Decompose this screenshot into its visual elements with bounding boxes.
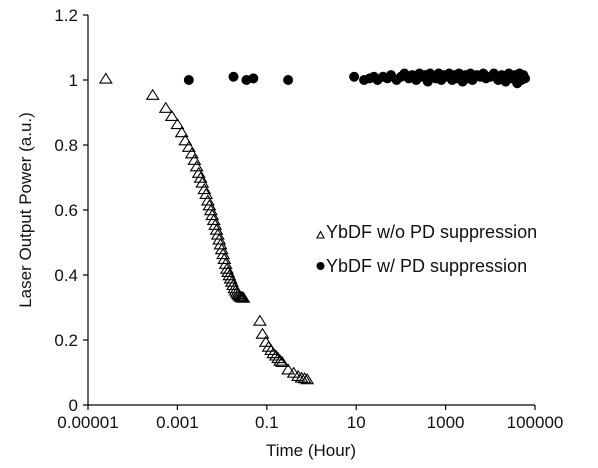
triangle-data-point	[255, 327, 270, 339]
triangle-data-point	[209, 223, 224, 235]
triangle-data-point	[218, 257, 233, 269]
legend-label-ybdf-without-pd-suppression: YbDF w/o PD suppression	[326, 222, 537, 242]
circle-data-point	[349, 71, 360, 82]
triangle-data-point	[205, 208, 220, 221]
triangle-data-point	[213, 238, 228, 250]
triangle-data-point	[164, 109, 179, 122]
triangle-data-point	[187, 153, 202, 165]
triangle-data-point	[275, 355, 290, 368]
triangle-data-point	[200, 194, 215, 206]
y-ticks: 0 0.2 0.4 0.6 0.8 1 1.2	[54, 6, 88, 415]
triangle-data-point	[212, 233, 227, 245]
triangle-data-point	[191, 166, 206, 178]
triangle-data-point	[181, 140, 196, 152]
triangle-data-point	[189, 160, 204, 172]
triangle-data-point	[210, 228, 225, 240]
x-tick-label: 100000	[507, 413, 564, 432]
triangle-data-point	[252, 314, 267, 326]
triangle-data-point	[174, 126, 189, 138]
x-axis-title: Time (Hour)	[266, 441, 356, 460]
triangle-data-point	[297, 372, 312, 384]
triangle-data-point	[214, 243, 229, 255]
y-tick-label: 0	[69, 396, 78, 415]
circle-data-point	[183, 75, 194, 85]
circle-data-point	[520, 73, 531, 84]
triangle-data-point	[206, 213, 221, 226]
triangle-data-point	[98, 72, 113, 84]
y-tick-label: 0.4	[54, 266, 78, 285]
x-tick-label: 0.00001	[57, 413, 118, 432]
x-tick-label: 0.1	[255, 413, 279, 432]
triangle-data-point	[273, 354, 288, 366]
triangle-data-point	[216, 247, 231, 260]
triangle-data-point	[300, 373, 315, 385]
x-tick-label: 10	[347, 413, 366, 432]
triangle-data-point	[197, 182, 212, 195]
triangle-data-point	[266, 347, 281, 359]
triangle-data-point	[170, 117, 185, 130]
triangle-data-point	[217, 252, 232, 265]
triangle-data-point	[203, 204, 218, 216]
triangle-data-point	[178, 134, 193, 146]
triangle-data-point	[236, 291, 251, 303]
triangle-data-point	[233, 290, 248, 302]
triangle-data-point	[208, 218, 223, 230]
triangle-data-point	[202, 199, 217, 211]
triangle-data-point	[193, 171, 208, 183]
legend: YbDF w/o PD suppression YbDF w/ PD suppr…	[316, 222, 537, 276]
legend-triangle-marker	[316, 230, 325, 239]
y-tick-label: 0.2	[54, 331, 78, 350]
x-tick-label: 1000	[427, 413, 465, 432]
y-tick-label: 0.8	[54, 136, 78, 155]
circle-data-point	[248, 73, 259, 84]
legend-label-ybdf-with-pd-suppression: YbDF w/ PD suppression	[326, 256, 527, 276]
y-tick-label: 0.6	[54, 201, 78, 220]
y-tick-label: 1	[69, 71, 78, 90]
x-ticks: 0.00001 0.001 0.1 10 1000 100000	[57, 405, 563, 432]
triangle-data-point	[184, 147, 199, 159]
series-ybdf-without-pd-suppression	[98, 72, 315, 385]
triangle-data-point	[145, 88, 160, 100]
triangle-data-point	[291, 369, 306, 382]
y-axis-title: Laser Output Power (a.u.)	[16, 112, 35, 308]
legend-item-ybdf-with-pd-suppression: YbDF w/ PD suppression	[316, 256, 527, 276]
series-ybdf-with-pd-suppression	[183, 68, 531, 89]
triangle-data-point	[281, 363, 296, 375]
y-tick-label: 1.2	[54, 6, 78, 25]
triangle-data-point	[268, 349, 283, 361]
triangle-data-point	[158, 101, 173, 113]
legend-item-ybdf-without-pd-suppression: YbDF w/o PD suppression	[316, 222, 537, 242]
circle-data-point	[283, 75, 294, 85]
plot-area: 0 0.2 0.4 0.6 0.8 1 1.2 0.00001 0.001 0.1 10 1000 1…	[54, 6, 563, 432]
circle-data-point	[228, 71, 239, 82]
legend-circle-marker	[316, 262, 325, 270]
x-tick-label: 0.001	[156, 413, 199, 432]
